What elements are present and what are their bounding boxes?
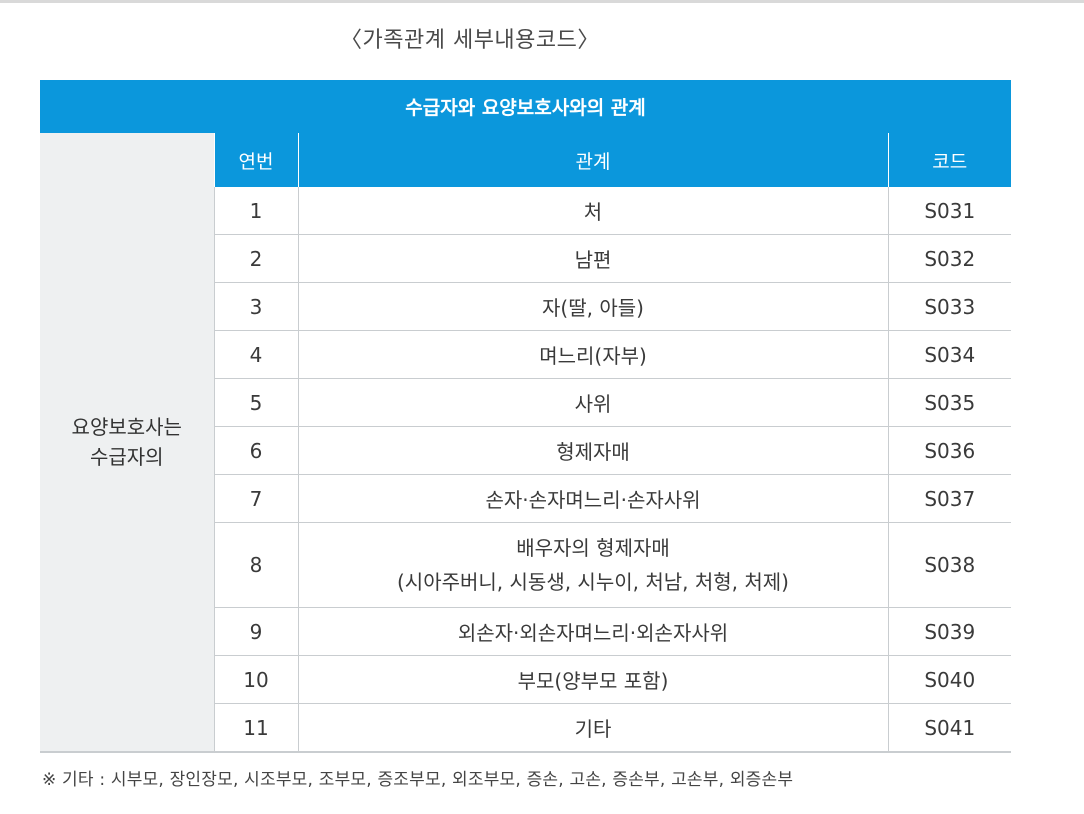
- table-row: 9 외손자·외손자며느리·외손자사위 S039: [40, 607, 1012, 656]
- row-number: 4: [213, 330, 298, 379]
- row-relation: 사위: [297, 378, 888, 427]
- row-relation-line1: 배우자의 형제자매: [516, 536, 670, 560]
- row-number: 5: [213, 378, 298, 427]
- row-relation: 기타: [297, 703, 888, 753]
- row-number: 10: [213, 655, 298, 704]
- row-code: S039: [887, 607, 1012, 656]
- row-code: S037: [887, 474, 1012, 523]
- row-code: S036: [887, 426, 1012, 475]
- table-row: 1 처 S031: [40, 187, 1012, 235]
- table-row: 3 자(딸, 아들) S033: [40, 282, 1012, 331]
- row-relation: 형제자매: [297, 426, 888, 475]
- row-relation-line2: (시아주버니, 시동생, 시누이, 처남, 처형, 처제): [397, 570, 789, 594]
- row-relation: 처: [297, 187, 888, 235]
- table-row: 5 사위 S035: [40, 378, 1012, 427]
- header-relation: 관계: [297, 133, 888, 187]
- table-caption: 〈가족관계 세부내용코드〉: [340, 28, 600, 53]
- table-row: 4 며느리(자부) S034: [40, 330, 1012, 379]
- row-number: 1: [213, 187, 298, 235]
- relation-code-table: 수급자와 요양보호사와의 관계 요양보호사는 수급자의 연번 관계 코드 1 처…: [40, 80, 1012, 753]
- row-relation: 부모(양부모 포함): [297, 655, 888, 704]
- row-code: S032: [887, 234, 1012, 283]
- top-border: [0, 0, 1084, 3]
- table-row: 10 부모(양부모 포함) S040: [40, 655, 1012, 704]
- table-header-row: 요양보호사는 수급자의 연번 관계 코드: [40, 133, 1012, 753]
- table-row: 2 남편 S032: [40, 234, 1012, 283]
- side-label-line1: 요양보호사는: [71, 415, 182, 439]
- row-code: S033: [887, 282, 1012, 331]
- row-number: 2: [213, 234, 298, 283]
- table-banner: 수급자와 요양보호사와의 관계: [40, 80, 1012, 133]
- row-relation: 자(딸, 아들): [297, 282, 888, 331]
- row-number: 6: [213, 426, 298, 475]
- row-code: S035: [887, 378, 1012, 427]
- side-label-cell: 요양보호사는 수급자의: [40, 133, 214, 753]
- header-code: 코드: [887, 133, 1012, 187]
- row-code: S034: [887, 330, 1012, 379]
- header-index: 연번: [213, 133, 298, 187]
- row-code: S041: [887, 703, 1012, 753]
- row-number: 3: [213, 282, 298, 331]
- table-row: 6 형제자매 S036: [40, 426, 1012, 475]
- footnote: ※ 기타 : 시부모, 장인장모, 시조부모, 조부모, 증조부모, 외조부모,…: [42, 770, 794, 790]
- table-row: 11 기타 S041: [40, 703, 1012, 753]
- side-label-line2: 수급자의: [89, 445, 164, 469]
- row-relation: 남편: [297, 234, 888, 283]
- row-number: 11: [213, 703, 298, 753]
- row-code: S031: [887, 187, 1012, 235]
- table-banner-row: 수급자와 요양보호사와의 관계: [40, 80, 1012, 133]
- row-number: 7: [213, 474, 298, 523]
- table-row: 7 손자·손자며느리·손자사위 S037: [40, 474, 1012, 523]
- row-relation: 며느리(자부): [297, 330, 888, 379]
- row-code: S040: [887, 655, 1012, 704]
- row-relation: 손자·손자며느리·손자사위: [297, 474, 888, 523]
- row-relation: 배우자의 형제자매 (시아주버니, 시동생, 시누이, 처남, 처형, 처제): [297, 522, 888, 608]
- row-relation: 외손자·외손자며느리·외손자사위: [297, 607, 888, 656]
- relation-code-table-wrap: 수급자와 요양보호사와의 관계 요양보호사는 수급자의 연번 관계 코드 1 처…: [40, 80, 1012, 753]
- row-number: 8: [213, 522, 298, 608]
- row-code: S038: [887, 522, 1012, 608]
- row-number: 9: [213, 607, 298, 656]
- table-row: 8 배우자의 형제자매 (시아주버니, 시동생, 시누이, 처남, 처형, 처제…: [40, 522, 1012, 608]
